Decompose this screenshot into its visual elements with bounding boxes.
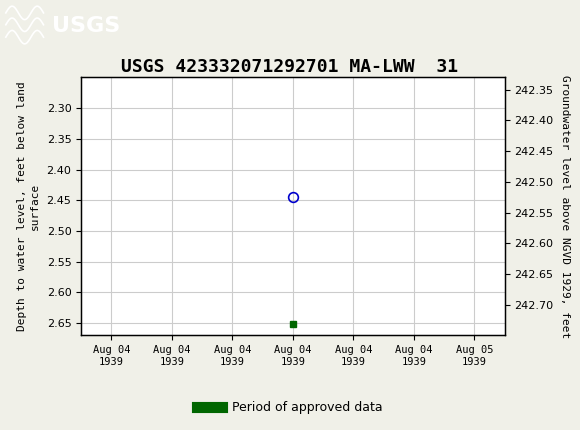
Text: USGS: USGS — [52, 16, 121, 36]
Text: USGS 423332071292701 MA-LWW  31: USGS 423332071292701 MA-LWW 31 — [121, 58, 459, 76]
Legend: Period of approved data: Period of approved data — [192, 396, 388, 419]
Y-axis label: Depth to water level, feet below land
surface: Depth to water level, feet below land su… — [17, 82, 39, 331]
Y-axis label: Groundwater level above NGVD 1929, feet: Groundwater level above NGVD 1929, feet — [560, 75, 570, 338]
